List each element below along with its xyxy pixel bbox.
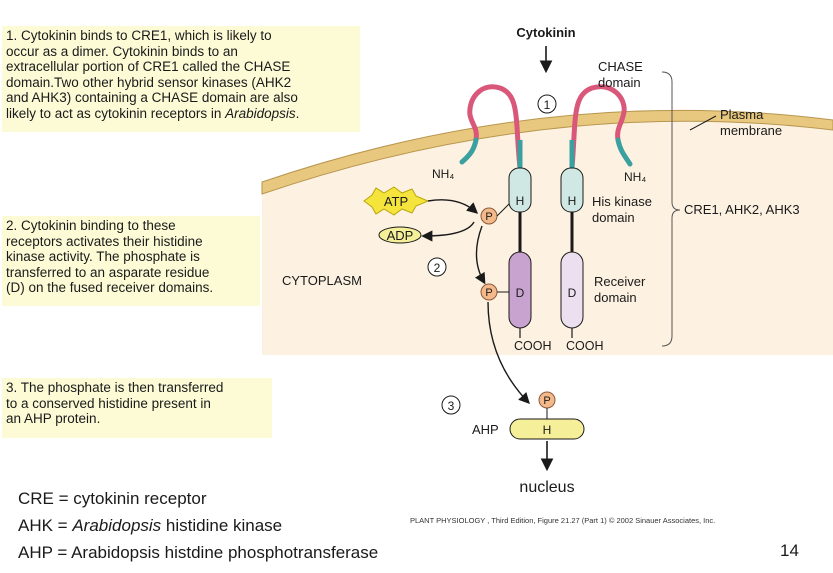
phosphate-d-label: P xyxy=(485,287,492,299)
ahp-h-label: H xyxy=(543,423,552,437)
chase-label-2: domain xyxy=(598,75,641,90)
receptor-bracket xyxy=(661,71,681,347)
adp-ellipse xyxy=(378,226,422,244)
left-h-label: H xyxy=(516,194,525,208)
nucleus-label: nucleus xyxy=(519,479,574,496)
atp-label: ATP xyxy=(384,194,408,209)
page-number: 14 xyxy=(780,541,799,560)
nh4-left: NH₄ xyxy=(432,167,454,181)
cytokinin-label: Cytokinin xyxy=(516,25,575,40)
phosphate-h-label: P xyxy=(485,211,492,223)
note1-line: occur as a dimer. Cytokinin binds to an xyxy=(6,43,238,59)
ahp-protein xyxy=(509,418,585,440)
note3-line: 3. The phosphate is then transferred xyxy=(6,380,224,395)
note1-line: domain.Two other hybrid sensor kinases (… xyxy=(6,74,292,90)
step-3-circle xyxy=(441,395,461,415)
cooh-right: COOH xyxy=(566,339,604,353)
his-kinase-label-2: domain xyxy=(592,210,635,225)
plasma-label-2: membrane xyxy=(720,123,782,138)
ahp-label: AHP xyxy=(472,422,499,437)
receptors-label: CRE1, AHK2, AHK3 xyxy=(684,202,800,217)
abbr-ahk-suffix: histidine kinase xyxy=(161,516,283,535)
note2-line: kinase activity. The phosphate is xyxy=(6,249,200,264)
right-h-label: H xyxy=(568,194,577,208)
to-adp-arrow xyxy=(421,221,475,242)
h-to-d-arrow xyxy=(474,225,486,285)
plasma-label-1: Plasma xyxy=(720,107,764,122)
right-chase-loop xyxy=(569,84,627,171)
left-transmembrane-helix xyxy=(459,137,479,165)
figure-credit: PLANT PHYSIOLOGY , Third Edition, Figure… xyxy=(410,516,716,525)
note2-line: receptors activates their histidine xyxy=(6,233,203,249)
chase-label-1: CHASE xyxy=(598,59,643,74)
adp-label: ADP xyxy=(387,228,414,243)
note1-line-last: likely to act as cytokinin receptors in … xyxy=(6,105,300,121)
note1-line: and AHK3) containing a CHASE domain are … xyxy=(6,90,298,105)
abbr-ahk: AHK = Arabidopsis histidine kinase xyxy=(18,516,282,536)
step-2-circle xyxy=(427,257,447,277)
left-chase-loop xyxy=(467,84,523,171)
right-transmembrane-helix xyxy=(615,137,633,167)
cytoplasm-region xyxy=(262,116,833,355)
abbr-ahk-prefix: AHK = xyxy=(18,516,73,535)
membrane-pointer xyxy=(689,115,717,131)
note2-line: 2. Cytokinin binding to these xyxy=(6,218,176,233)
note2-line: (D) on the fused receiver domains. xyxy=(6,280,214,295)
note1-line: extracellular portion of CRE1 called the… xyxy=(6,59,291,74)
abbr-ahk-italic: Arabidopsis xyxy=(72,516,162,535)
receiver-label-2: domain xyxy=(594,290,637,305)
left-d-label: D xyxy=(516,286,525,300)
note1-line: 1. Cytokinin binds to CRE1, which is lik… xyxy=(6,28,272,43)
note-step-2: 2. Cytokinin binding to these receptors … xyxy=(2,216,260,306)
step-1-circle xyxy=(537,94,557,114)
phosphate-h-link xyxy=(496,203,510,217)
nh4-right: NH₄ xyxy=(624,170,646,184)
plasma-membrane xyxy=(261,109,833,195)
receiver-label-1: Receiver xyxy=(594,274,646,289)
his-kinase-label-1: His kinase xyxy=(592,194,652,209)
step-1-number: 1 xyxy=(544,98,551,112)
abbr-cre: CRE = cytokinin receptor xyxy=(18,489,207,508)
note-step-3: 3. The phosphate is then transferred to … xyxy=(2,378,272,438)
note3-line: to a conserved histidine present in xyxy=(6,395,211,411)
note1-italic-word: Arabidopsis xyxy=(225,105,296,121)
note2-line: transferred to an asparate residue xyxy=(6,264,210,280)
cooh-left: COOH xyxy=(514,339,552,353)
right-d-label: D xyxy=(568,286,577,300)
note3-line: an AHP protein. xyxy=(6,411,101,426)
phosphate-ahp-label: P xyxy=(543,395,550,407)
step-2-number: 2 xyxy=(434,261,441,275)
note-step-1: 1. Cytokinin binds to CRE1, which is lik… xyxy=(2,26,360,132)
atp-to-p-arrow xyxy=(427,199,479,214)
cytoplasm-label: CYTOPLASM xyxy=(282,273,362,288)
d-to-ahp-arrow xyxy=(487,301,530,405)
abbr-ahp: AHP = Arabidopsis histdine phosphotransf… xyxy=(18,543,379,562)
step-3-number: 3 xyxy=(448,399,455,413)
